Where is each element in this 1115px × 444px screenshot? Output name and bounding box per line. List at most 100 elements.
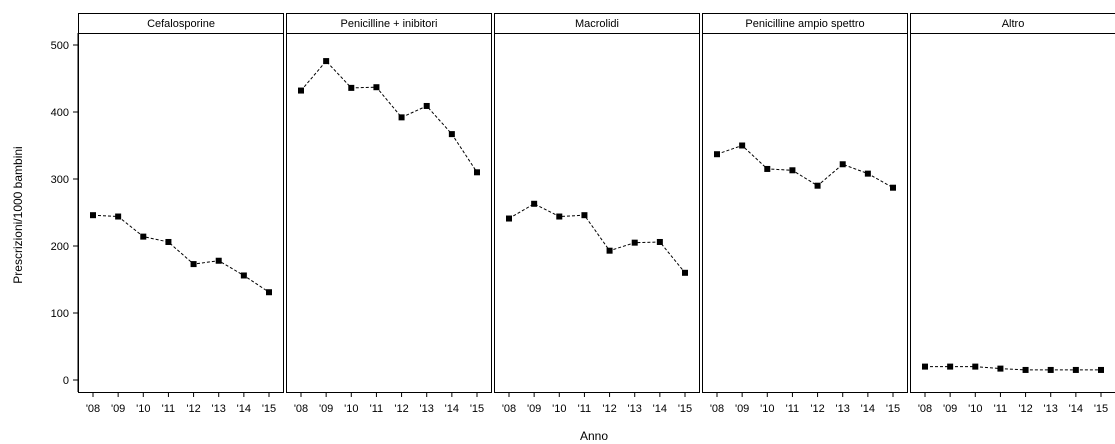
panel-title: Penicilline + inibitori bbox=[341, 18, 438, 30]
series-line bbox=[925, 366, 1101, 371]
x-tick-label: '08 bbox=[86, 403, 100, 415]
data-point bbox=[972, 363, 979, 370]
x-tick-label: '10 bbox=[344, 403, 358, 415]
data-point bbox=[764, 165, 771, 172]
x-tick-label: '15 bbox=[262, 403, 276, 415]
data-point bbox=[839, 161, 846, 168]
panel-title: Penicilline ampio spettro bbox=[745, 18, 864, 30]
x-tick-label: '08 bbox=[294, 403, 308, 415]
data-point bbox=[474, 169, 480, 176]
x-tick-label: '08 bbox=[502, 403, 516, 415]
x-tick-label: '13 bbox=[420, 403, 434, 415]
panel-frame bbox=[78, 33, 284, 393]
x-tick-label: '12 bbox=[810, 403, 824, 415]
x-tick-label: '09 bbox=[527, 403, 541, 415]
x-tick-label: '10 bbox=[968, 403, 982, 415]
panel: Macrolidi '08 '09 '10 '11 '12 '13 '14 '15 bbox=[494, 13, 700, 415]
data-point bbox=[997, 365, 1004, 372]
data-point bbox=[323, 58, 330, 65]
data-point bbox=[864, 170, 871, 177]
x-tick-label: '10 bbox=[760, 403, 774, 415]
y-axis-title: Prescrizioni/1000 bambini bbox=[11, 146, 25, 283]
panel: Cefalosporine '08 '09 '10 '11 '12 '13 '14 '15 bbox=[78, 13, 284, 415]
panel-title: Altro bbox=[1002, 18, 1025, 30]
series-line bbox=[716, 144, 894, 189]
x-tick-label: '12 bbox=[1018, 403, 1032, 415]
x-tick-label: '09 bbox=[319, 403, 333, 415]
panel-frame bbox=[494, 33, 700, 393]
x-tick-label: '12 bbox=[394, 403, 408, 415]
panel: Penicilline + inibitori '08 '09 '10 '11 '12 '1… bbox=[286, 13, 492, 415]
data-point bbox=[1098, 366, 1104, 373]
x-tick-label: '14 bbox=[1069, 403, 1083, 415]
data-point bbox=[789, 167, 796, 174]
x-tick-label: '11 bbox=[162, 403, 176, 415]
data-point bbox=[506, 215, 512, 222]
data-point bbox=[922, 363, 928, 370]
data-point bbox=[140, 233, 147, 240]
panel: Penicilline ampio spettro '08 '09 '10 '11 '12… bbox=[702, 13, 908, 415]
series-line bbox=[300, 60, 478, 173]
x-tick-label: '11 bbox=[994, 403, 1008, 415]
data-point bbox=[266, 289, 272, 296]
data-point bbox=[348, 84, 355, 91]
data-point bbox=[1072, 366, 1079, 373]
x-tick-label: '12 bbox=[186, 403, 200, 415]
x-tick-label: '10 bbox=[552, 403, 566, 415]
data-point bbox=[556, 213, 563, 220]
x-tick-label: '14 bbox=[653, 403, 667, 415]
series-line bbox=[508, 203, 686, 274]
x-tick-label: '15 bbox=[886, 403, 900, 415]
data-point bbox=[398, 114, 405, 121]
data-point bbox=[115, 213, 122, 220]
series-line bbox=[92, 214, 270, 293]
panel-title: Macrolidi bbox=[575, 18, 619, 30]
x-tick-label: '13 bbox=[212, 403, 226, 415]
data-point bbox=[240, 272, 247, 279]
x-tick-label: '09 bbox=[735, 403, 749, 415]
data-point bbox=[814, 182, 821, 189]
y-axis: 0 100 200 300 400 500 bbox=[51, 33, 79, 392]
data-point bbox=[423, 102, 430, 109]
data-point bbox=[739, 142, 746, 149]
panel: Altro '08 '09 '10 '11 '12 '13 '14 '15 bbox=[910, 13, 1115, 415]
data-point bbox=[531, 200, 538, 207]
panel-frame bbox=[702, 33, 908, 393]
x-tick-label: '11 bbox=[786, 403, 800, 415]
data-point bbox=[890, 184, 896, 191]
data-point bbox=[190, 261, 197, 268]
x-tick-label: '08 bbox=[710, 403, 724, 415]
data-point bbox=[90, 212, 96, 219]
y-tick-label: 100 bbox=[51, 308, 69, 320]
data-point bbox=[947, 363, 954, 370]
x-tick-label: '15 bbox=[1094, 403, 1108, 415]
x-axis-title: Anno bbox=[580, 429, 608, 443]
data-point bbox=[606, 247, 613, 254]
x-tick-label: '13 bbox=[836, 403, 850, 415]
x-tick-label: '09 bbox=[943, 403, 957, 415]
data-point bbox=[298, 87, 304, 94]
x-tick-label: '13 bbox=[628, 403, 642, 415]
panel-frame bbox=[910, 33, 1115, 393]
panel-title: Cefalosporine bbox=[147, 18, 215, 30]
y-tick-label: 200 bbox=[51, 241, 69, 253]
x-tick-label: '15 bbox=[678, 403, 692, 415]
data-point bbox=[1047, 366, 1054, 373]
x-tick-label: '15 bbox=[470, 403, 484, 415]
x-tick-label: '12 bbox=[602, 403, 616, 415]
data-point bbox=[581, 212, 588, 219]
y-tick-label: 0 bbox=[63, 375, 69, 387]
data-point bbox=[714, 151, 720, 158]
y-tick-label: 500 bbox=[51, 40, 69, 52]
x-tick-label: '14 bbox=[861, 403, 875, 415]
x-tick-label: '10 bbox=[136, 403, 150, 415]
data-point bbox=[373, 84, 380, 91]
data-point bbox=[215, 257, 222, 264]
panels: Cefalosporine'08'09'10'11'12'13'14'15Pen… bbox=[78, 13, 1115, 415]
x-tick-label: '11 bbox=[370, 403, 384, 415]
x-tick-label: '14 bbox=[237, 403, 251, 415]
x-tick-label: '14 bbox=[445, 403, 459, 415]
data-point bbox=[165, 238, 172, 245]
data-point bbox=[631, 239, 638, 246]
